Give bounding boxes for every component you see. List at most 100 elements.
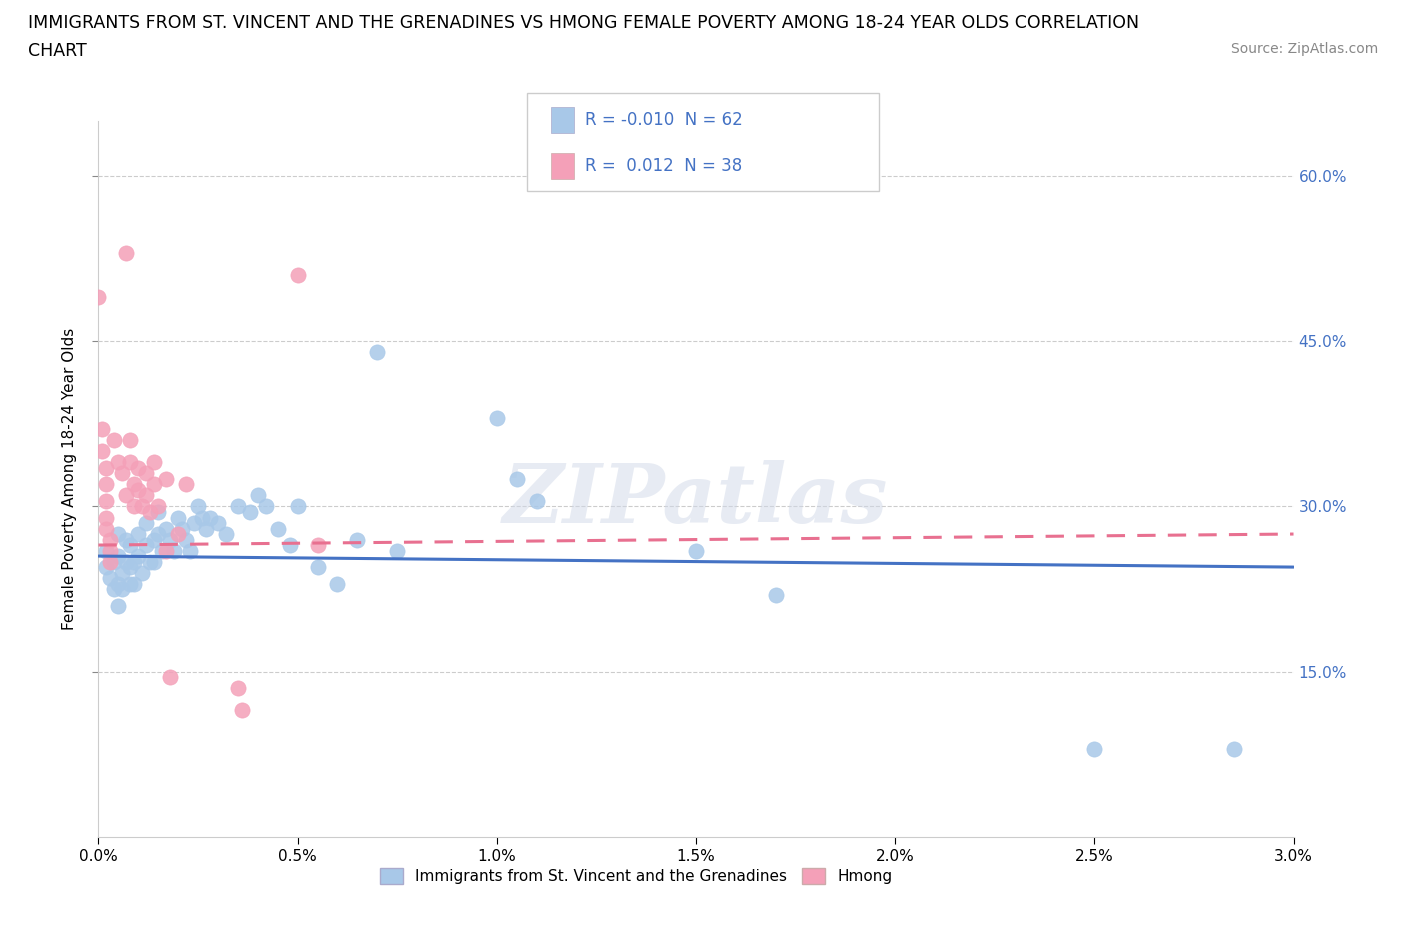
Point <box>107 455 129 470</box>
Point <box>135 488 157 503</box>
Point <box>103 433 125 448</box>
Point <box>1083 741 1105 756</box>
Point <box>226 681 249 696</box>
Point <box>239 505 262 520</box>
Text: ZIPatlas: ZIPatlas <box>503 460 889 540</box>
Point <box>143 554 166 569</box>
Point <box>174 532 197 547</box>
Point <box>307 538 329 552</box>
Point <box>167 526 190 541</box>
Point <box>506 472 529 486</box>
Point <box>131 565 153 580</box>
Point <box>96 521 118 536</box>
Point <box>139 554 162 569</box>
Point <box>96 560 118 575</box>
Point <box>124 554 146 569</box>
Point <box>96 477 118 492</box>
Point <box>111 581 134 596</box>
Point <box>685 543 707 558</box>
Point <box>326 577 349 591</box>
Point <box>143 455 166 470</box>
Point <box>148 505 170 520</box>
Point <box>198 510 221 525</box>
Point <box>150 543 173 558</box>
Point <box>246 488 269 503</box>
Text: CHART: CHART <box>28 42 87 60</box>
Point <box>120 455 142 470</box>
Point <box>231 703 253 718</box>
Point <box>98 532 122 547</box>
Y-axis label: Female Poverty Among 18-24 Year Olds: Female Poverty Among 18-24 Year Olds <box>62 328 77 631</box>
Point <box>183 515 205 530</box>
Point <box>96 494 118 509</box>
Point <box>124 577 146 591</box>
Point <box>124 499 146 514</box>
Point <box>127 526 149 541</box>
Point <box>159 532 181 547</box>
Point <box>127 460 149 475</box>
Point <box>143 532 166 547</box>
Point <box>267 521 290 536</box>
Point <box>765 587 787 602</box>
Point <box>135 538 157 552</box>
Point <box>98 571 122 586</box>
Point <box>120 538 142 552</box>
Point <box>215 526 238 541</box>
Point <box>120 577 142 591</box>
Text: IMMIGRANTS FROM ST. VINCENT AND THE GRENADINES VS HMONG FEMALE POVERTY AMONG 18-: IMMIGRANTS FROM ST. VINCENT AND THE GREN… <box>28 14 1139 32</box>
Point <box>127 483 149 498</box>
Point <box>111 565 134 580</box>
Text: R = -0.010  N = 62: R = -0.010 N = 62 <box>585 111 742 129</box>
Point <box>96 460 118 475</box>
Point <box>366 345 388 360</box>
Point <box>111 466 134 481</box>
Point <box>226 499 249 514</box>
Point <box>207 515 229 530</box>
Point <box>135 466 157 481</box>
Point <box>98 554 122 569</box>
Point <box>148 499 170 514</box>
Point <box>485 411 508 426</box>
Point <box>115 246 138 260</box>
Point <box>120 433 142 448</box>
Point <box>148 526 170 541</box>
Point <box>155 521 177 536</box>
Point <box>163 543 186 558</box>
Point <box>191 510 214 525</box>
Point <box>91 422 114 437</box>
Point <box>107 549 129 564</box>
Point <box>307 560 329 575</box>
Point <box>120 560 142 575</box>
Point <box>139 505 162 520</box>
Point <box>1223 741 1246 756</box>
Point <box>127 549 149 564</box>
Text: Source: ZipAtlas.com: Source: ZipAtlas.com <box>1230 42 1378 56</box>
Point <box>385 543 409 558</box>
Point <box>115 554 138 569</box>
Point <box>287 268 309 283</box>
Point <box>167 510 190 525</box>
Point <box>107 577 129 591</box>
Point <box>254 499 277 514</box>
Point <box>124 477 146 492</box>
Point <box>346 532 368 547</box>
Point <box>115 488 138 503</box>
Point <box>187 499 209 514</box>
Point <box>143 477 166 492</box>
Point <box>115 532 138 547</box>
Point <box>172 521 194 536</box>
Text: R =  0.012  N = 38: R = 0.012 N = 38 <box>585 157 742 176</box>
Point <box>155 472 177 486</box>
Point <box>107 526 129 541</box>
Point <box>287 499 309 514</box>
Point <box>96 543 118 558</box>
Point <box>155 543 177 558</box>
Point <box>135 515 157 530</box>
Point <box>87 290 110 305</box>
Point <box>526 494 548 509</box>
Point <box>174 477 197 492</box>
Point <box>91 444 114 458</box>
Point <box>195 521 218 536</box>
Point <box>107 598 129 613</box>
Point <box>103 581 125 596</box>
